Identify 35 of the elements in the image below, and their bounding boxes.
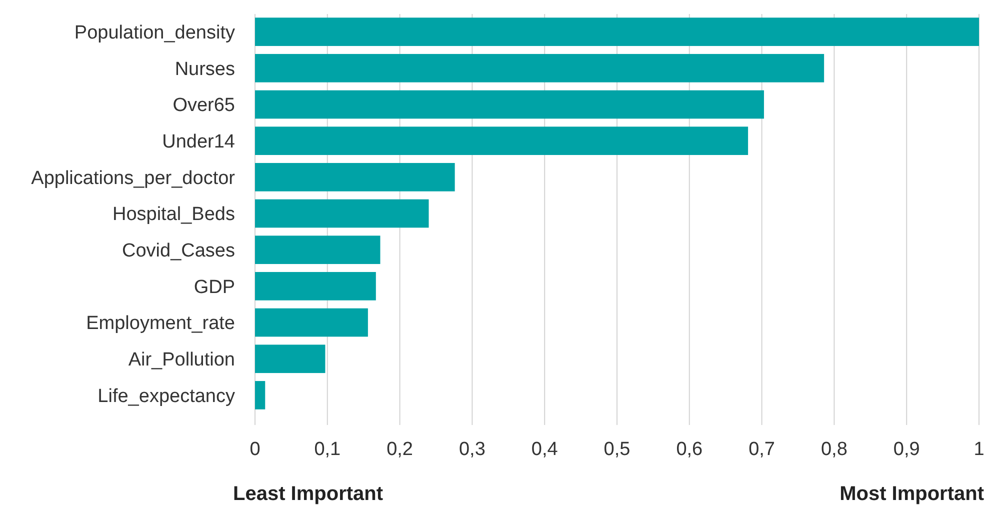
y-tick-label: Under14 [162, 131, 236, 152]
bar [255, 18, 979, 46]
x-tick-label: 0,4 [531, 439, 558, 460]
text: Most Important [840, 483, 984, 505]
y-tick-label: Covid_Cases [122, 240, 235, 262]
bar [255, 272, 376, 300]
y-tick-label: Nurses [174, 58, 235, 80]
x-tick-label: 0,5 [604, 439, 630, 460]
y-tick-label: Hospital_Beds [112, 204, 235, 226]
x-tick-label: 0,1 [314, 439, 341, 460]
y-tick-label: Applications_per_doctor [31, 168, 236, 189]
x-tick-label: 0,7 [748, 439, 776, 460]
bar [255, 126, 748, 155]
x-tick-label: 0,6 [676, 439, 703, 460]
bar [255, 308, 368, 337]
x-tick-label: 0,2 [386, 439, 414, 460]
bar [255, 199, 429, 228]
x-tick-label: 0,8 [820, 439, 848, 460]
x-tick-label: 1 [974, 439, 984, 460]
y-tick-label: GDP [194, 276, 235, 298]
bar [255, 162, 455, 192]
y-tick-label: Life_expectancy [98, 386, 236, 407]
bar [255, 90, 764, 119]
text: Least Important [233, 483, 384, 505]
bar [255, 236, 380, 264]
y-tick-label: Over65 [172, 95, 235, 116]
x-tick-label: 0,9 [893, 439, 920, 460]
bar [255, 54, 824, 82]
y-tick-label: Population_density [74, 22, 236, 44]
bar [255, 381, 266, 410]
x-tick-label: 0 [250, 439, 260, 460]
bar [255, 344, 326, 374]
y-tick-label: Air_Pollution [128, 350, 235, 371]
x-tick-label: 0,3 [458, 439, 486, 460]
y-tick-label: Employment_rate [86, 313, 235, 334]
